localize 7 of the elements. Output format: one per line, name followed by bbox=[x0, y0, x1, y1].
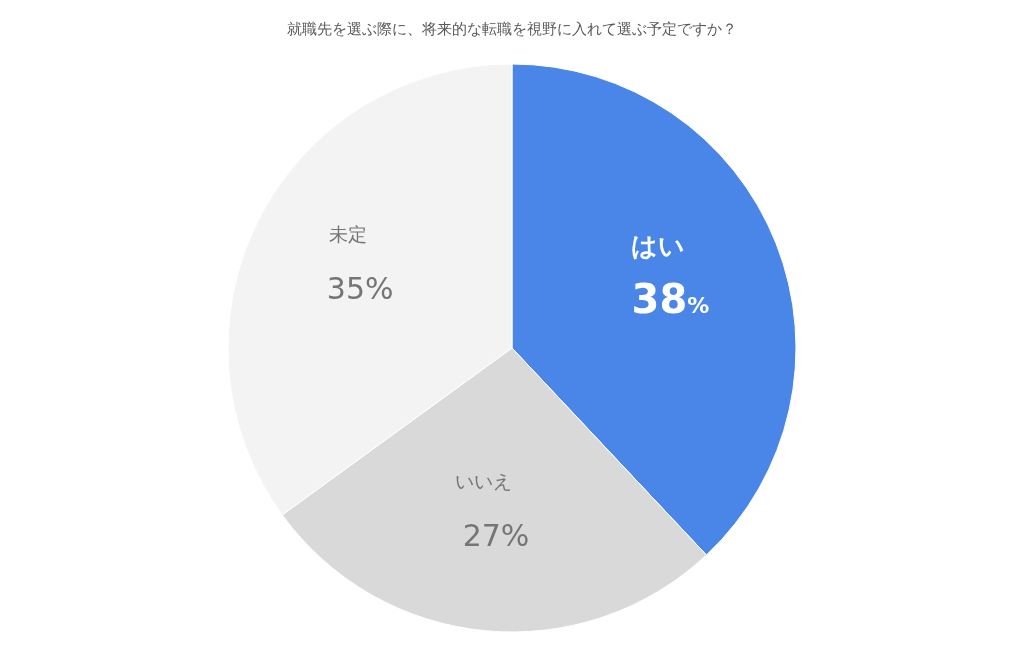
data-label: 27% bbox=[462, 517, 530, 553]
data-label: 38% bbox=[631, 276, 710, 323]
data-label: 35% bbox=[326, 270, 394, 306]
chart-title: 就職先を選ぶ際に、将来的な転職を視野に入れて選ぶ予定ですか？ bbox=[287, 20, 737, 38]
slice-label: はい bbox=[631, 231, 686, 262]
slice-label: 未定 bbox=[329, 222, 368, 245]
slice-label: いいえ bbox=[455, 469, 513, 492]
